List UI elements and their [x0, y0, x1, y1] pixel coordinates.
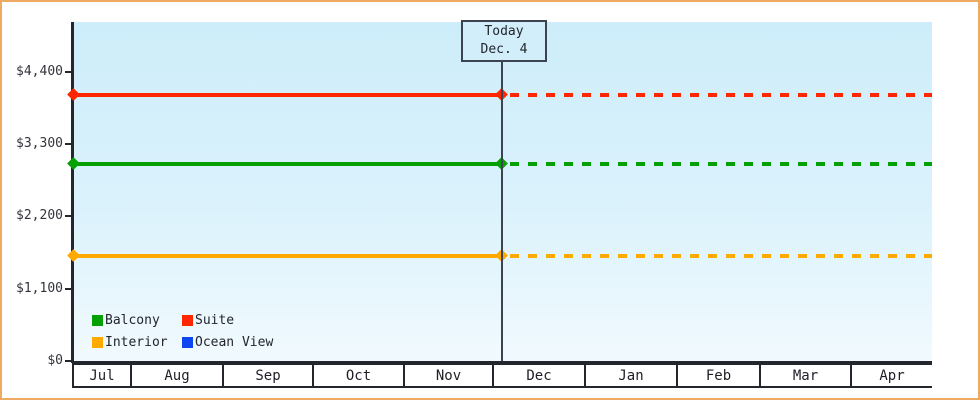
legend-item-balcony: Balcony — [92, 313, 182, 328]
legend-label-ocean-view: Ocean View — [195, 335, 274, 350]
month-cell-sep: Sep — [222, 365, 312, 386]
month-cell-feb: Feb — [676, 365, 759, 386]
legend-label-interior: Interior — [105, 335, 168, 350]
month-cell-aug: Aug — [130, 365, 222, 386]
month-cell-mar: Mar — [759, 365, 850, 386]
balcony-line-dashed — [510, 161, 932, 166]
y-axis-tick — [65, 287, 72, 290]
y-axis-tick-label: $3,300 — [16, 136, 63, 152]
today-flag-label: Today — [484, 24, 524, 39]
month-cell-jul: Jul — [72, 365, 130, 386]
month-cell-apr: Apr — [850, 365, 932, 386]
today-flag: Today Dec. 4 — [461, 20, 547, 62]
y-axis-tick — [65, 215, 72, 218]
month-cell-nov: Nov — [403, 365, 492, 386]
y-axis-tick — [65, 70, 72, 73]
y-axis-tick — [65, 360, 72, 362]
y-axis-tick-label: $2,200 — [16, 208, 63, 224]
today-flag-date: Dec. 4 — [480, 42, 528, 57]
month-cell-oct: Oct — [312, 365, 403, 386]
legend-swatch-ocean-view — [182, 337, 193, 348]
legend-swatch-balcony — [92, 315, 103, 326]
x-axis-month-band: Jul Aug Sep Oct Nov Dec Jan Feb Mar Apr — [72, 363, 932, 388]
month-cell-dec: Dec — [492, 365, 584, 386]
month-cell-jan: Jan — [584, 365, 676, 386]
balcony-line-solid — [74, 161, 502, 166]
interior-line-dashed — [510, 253, 932, 258]
y-axis-tick-label: $4,400 — [16, 63, 63, 79]
y-axis-tick — [65, 143, 72, 146]
suite-line-solid — [74, 92, 502, 97]
legend-swatch-suite — [182, 315, 193, 326]
today-vertical-line — [501, 62, 503, 361]
chart-legend: Balcony Suite Interior Ocean View — [92, 313, 273, 350]
legend-label-balcony: Balcony — [105, 313, 160, 328]
legend-item-ocean-view: Ocean View — [182, 335, 273, 350]
legend-swatch-interior — [92, 337, 103, 348]
y-axis-tick-label: $0 — [47, 353, 63, 368]
y-axis-tick-label: $1,100 — [16, 280, 63, 296]
legend-label-suite: Suite — [195, 313, 235, 328]
legend-item-suite: Suite — [182, 313, 273, 328]
suite-line-dashed — [510, 92, 932, 97]
legend-item-interior: Interior — [92, 335, 182, 350]
interior-line-solid — [74, 253, 502, 258]
